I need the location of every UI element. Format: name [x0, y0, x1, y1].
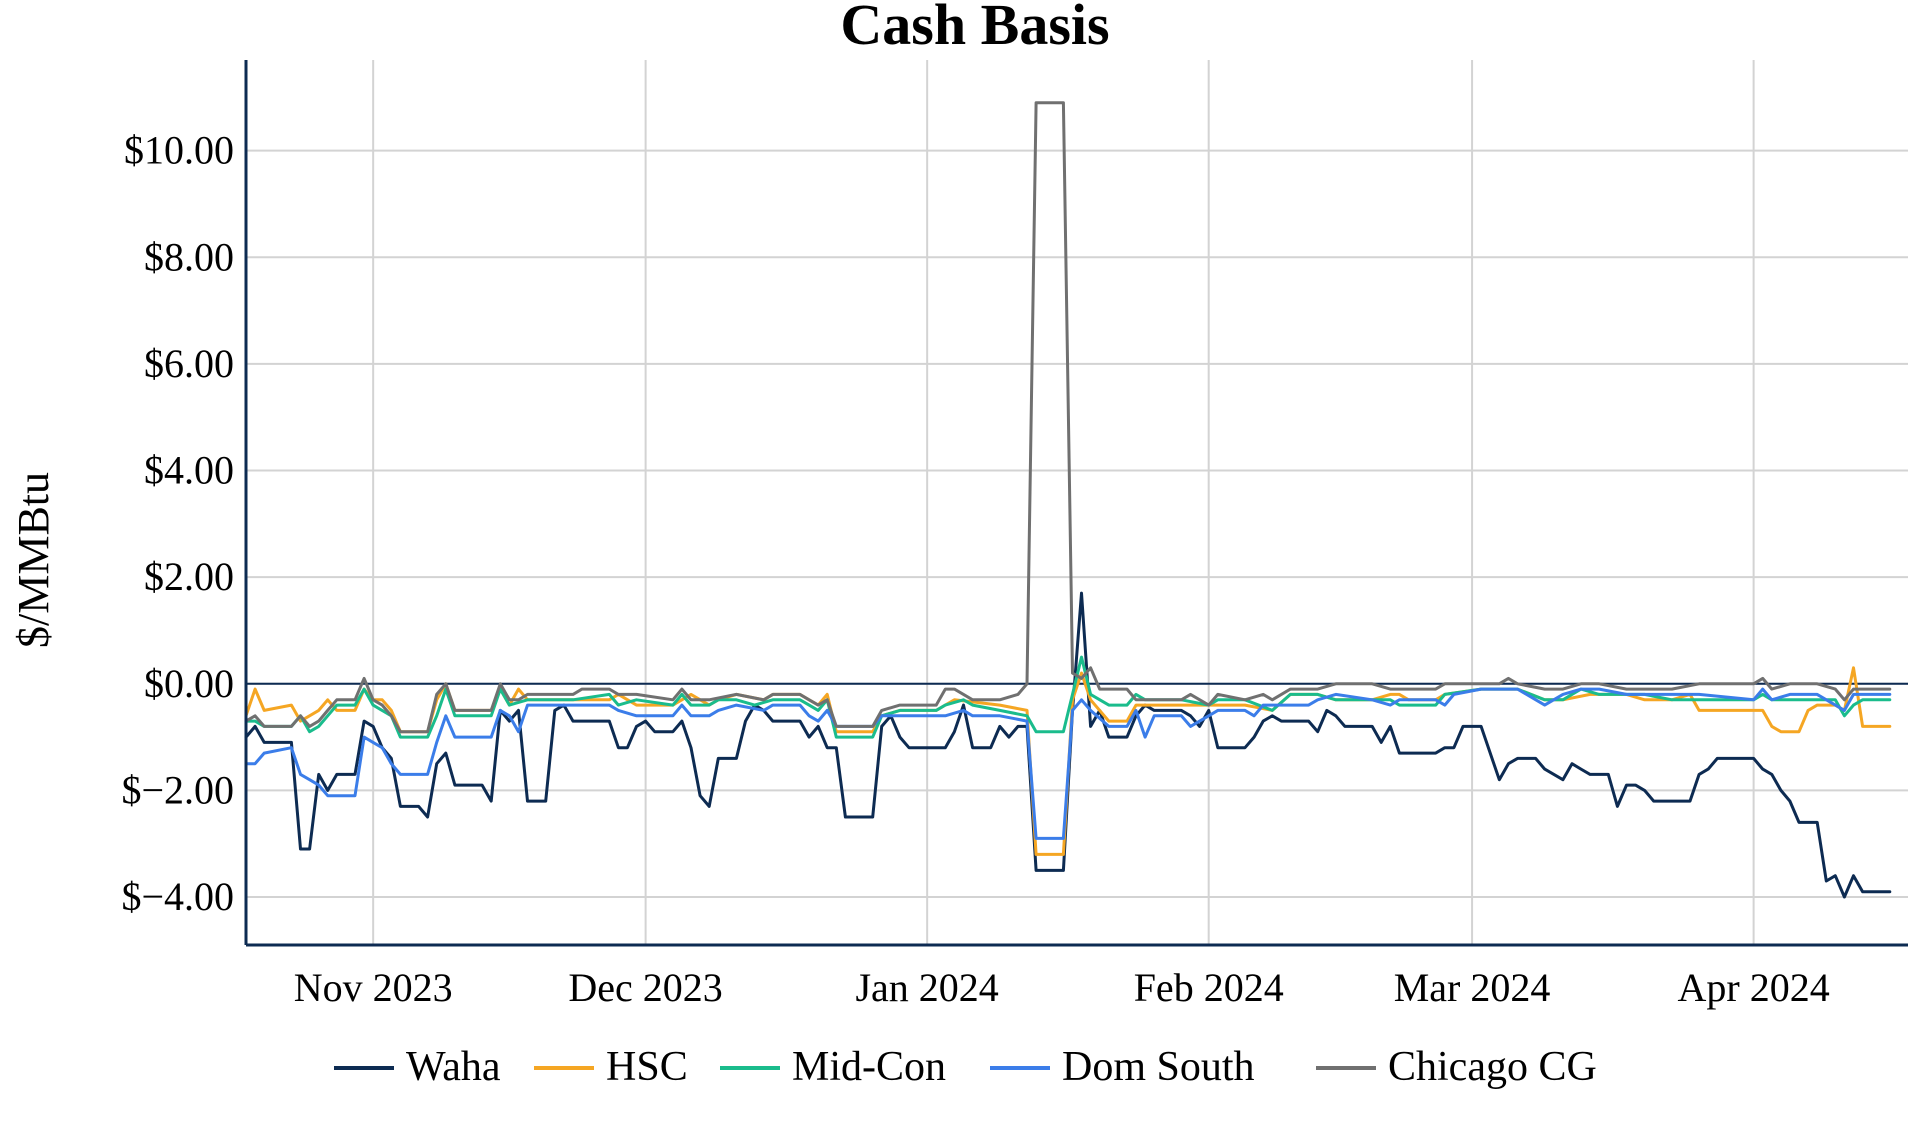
y-tick-label: $10.00 [124, 128, 234, 173]
x-tick-label: Jan 2024 [855, 965, 998, 1010]
legend-item-dom-south[interactable]: Dom South [990, 1044, 1255, 1090]
y-tick-label: $2.00 [144, 554, 234, 599]
x-tick-label: Mar 2024 [1394, 965, 1551, 1010]
series-line-mid-con [244, 655, 1892, 739]
legend-item-waha[interactable]: Waha [334, 1044, 501, 1090]
x-axis-ticks: Nov 2023 Dec 2023 Jan 2024 Feb 2024 Mar 2024… [294, 965, 1830, 1010]
legend-label: Mid-Con [792, 1044, 946, 1090]
x-tick-label: Apr 2024 [1677, 965, 1829, 1010]
legend-label: Chicago CG [1388, 1044, 1597, 1090]
y-axis-ticks: $10.00 $8.00 $6.00 $4.00 $2.00 $0.00 $−2.00 $−4… [121, 128, 234, 919]
y-tick-label: $−4.00 [121, 874, 234, 919]
legend-item-mid-con[interactable]: Mid-Con [720, 1044, 946, 1090]
y-tick-label: $4.00 [144, 448, 234, 493]
y-axis-label: $/MMBtu [9, 472, 58, 648]
y-tick-label: $6.00 [144, 341, 234, 386]
gridlines [246, 60, 1908, 945]
legend-item-chicago-cg[interactable]: Chicago CG [1316, 1044, 1597, 1090]
legend-label: Dom South [1062, 1044, 1255, 1090]
series-lines [244, 101, 1892, 899]
x-tick-label: Dec 2023 [568, 965, 722, 1010]
x-tick-label: Feb 2024 [1134, 965, 1284, 1010]
legend-label: HSC [606, 1044, 688, 1090]
legend-label: Waha [406, 1044, 501, 1090]
legend[interactable]: Waha HSC Mid-Con Dom South Chicago CG [334, 1044, 1597, 1090]
series-line-dom-south [244, 687, 1892, 840]
axes [244, 60, 1908, 947]
series-line-waha [244, 591, 1892, 899]
chart-title: Cash Basis [840, 0, 1109, 57]
x-tick-label: Nov 2023 [294, 965, 453, 1010]
y-tick-label: $0.00 [144, 661, 234, 706]
y-tick-label: $−2.00 [121, 767, 234, 812]
series-line-chicago-cg [244, 101, 1892, 734]
y-tick-label: $8.00 [144, 234, 234, 279]
legend-item-hsc[interactable]: HSC [534, 1044, 688, 1090]
